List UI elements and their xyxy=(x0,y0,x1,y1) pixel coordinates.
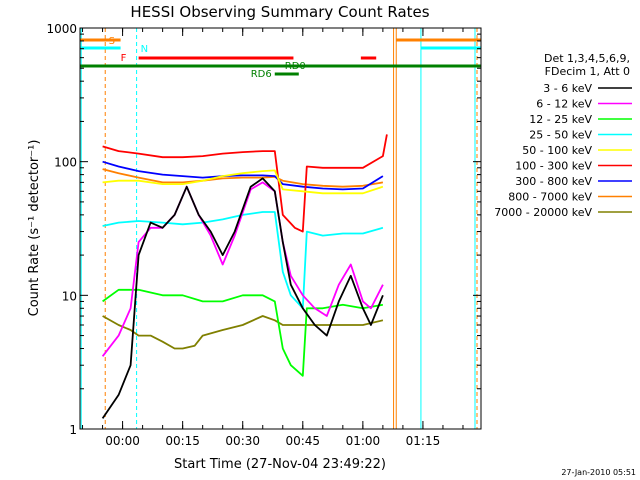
x-tick-label: 00:00 xyxy=(105,434,140,448)
legend-label: 25 - 50 keV xyxy=(529,129,592,142)
legend-label: 12 - 25 keV xyxy=(529,113,592,126)
x-axis-label: Start Time (27-Nov-04 23:49:22) xyxy=(174,457,386,472)
series-line xyxy=(102,160,384,191)
x-tick-label: 01:15 xyxy=(406,434,441,448)
y-tick-label: 10 xyxy=(62,289,77,303)
x-tick-label: 00:45 xyxy=(285,434,320,448)
legend-label: 3 - 6 keV xyxy=(543,82,592,95)
series-line xyxy=(102,168,384,188)
series-line xyxy=(102,169,384,195)
x-tick-label: 00:30 xyxy=(225,434,260,448)
x-tick-label: 00:15 xyxy=(165,434,200,448)
flag-label: RD6 xyxy=(251,69,272,80)
flag-label: F xyxy=(121,53,127,64)
legend-title: Det 1,3,4,5,6,9, xyxy=(544,52,630,65)
legend-label: 300 - 800 keV xyxy=(515,175,592,188)
plot-area: S N F RD0 RD6 xyxy=(80,28,481,429)
y-tick-label: 1 xyxy=(69,423,77,437)
legend-title: FDecim 1, Att 0 xyxy=(545,65,630,78)
footer-date: 27-Jan-2010 05:51 xyxy=(561,468,636,477)
series-line xyxy=(102,211,384,310)
series-line xyxy=(102,134,388,233)
series-line xyxy=(101,177,384,419)
flag-label: N xyxy=(141,44,148,55)
x-tick-label: 01:00 xyxy=(346,434,381,448)
y-axis: 1 10 100 1000 xyxy=(46,22,481,437)
series-line xyxy=(102,288,384,377)
series-line xyxy=(101,181,384,357)
y-tick-label: 1000 xyxy=(46,22,77,36)
legend-label: 800 - 7000 keV xyxy=(508,191,592,204)
y-axis-label: Count Rate (s⁻¹ detector⁻¹) xyxy=(27,140,42,317)
legend-label: 6 - 12 keV xyxy=(536,98,592,111)
flag-label: RD0 xyxy=(285,61,306,72)
chart-title: HESSI Observing Summary Count Rates xyxy=(130,3,429,21)
x-axis: 00:00 00:15 00:30 00:45 01:00 01:15 xyxy=(82,28,464,448)
legend-label: 100 - 300 keV xyxy=(515,160,592,173)
legend: Det 1,3,4,5,6,9,FDecim 1, Att 0 3 - 6 keV… xyxy=(494,52,632,219)
plot-frame xyxy=(79,27,482,430)
flag-label: S xyxy=(109,36,115,47)
y-tick-label: 100 xyxy=(54,156,77,170)
legend-label: 50 - 100 keV xyxy=(522,144,592,157)
legend-label: 7000 - 20000 keV xyxy=(494,206,592,219)
series-line xyxy=(102,315,384,350)
